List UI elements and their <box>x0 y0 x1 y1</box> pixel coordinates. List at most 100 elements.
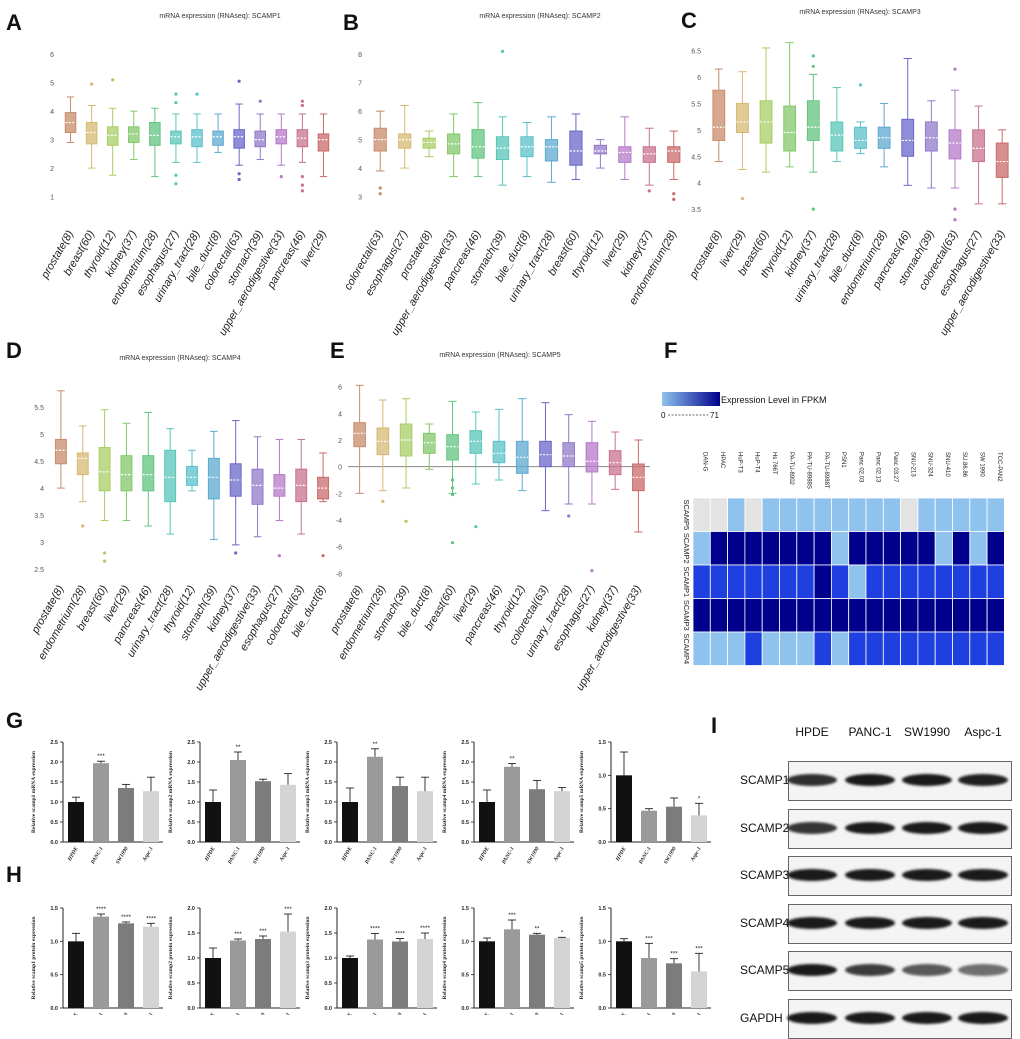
y-tick-label: 5 <box>697 128 701 135</box>
significance-label: * <box>561 929 564 936</box>
y-tick-label: 4 <box>358 166 362 173</box>
heatmap-cell <box>969 497 988 532</box>
box-5 <box>170 130 182 145</box>
cell-line-label: SNU-410 <box>944 452 950 477</box>
outlier-point <box>174 101 178 105</box>
outlier-point <box>811 64 815 69</box>
outlier-point <box>321 554 325 558</box>
bar-chart-h-5: 0.0 0.5 1.0 1.5 Relative scamp5 protein expr… <box>579 906 711 1015</box>
x-category-label: PANC-1 <box>638 846 653 866</box>
wb-band <box>902 916 952 929</box>
box-1 <box>736 102 749 134</box>
outlier-point <box>258 99 262 103</box>
panel-letter-i: I <box>711 713 717 738</box>
outlier-point <box>450 478 455 482</box>
bar-hpde <box>68 802 84 842</box>
heatmap-cell <box>779 531 798 566</box>
y-tick-label: 0.5 <box>187 981 195 987</box>
y-tick-label: 1.0 <box>461 800 469 806</box>
outlier-point <box>378 192 382 196</box>
bar-panc-1 <box>504 929 520 1008</box>
bar-aspc-1 <box>417 939 433 1008</box>
box-9 <box>251 468 264 505</box>
cell-line-label: Hs 766T <box>771 452 777 475</box>
bar-sw1990 <box>666 963 682 1008</box>
y-tick-label: 1.5 <box>187 780 195 786</box>
y-tick-label: 2.5 <box>324 740 332 746</box>
y-tick-label: 0.0 <box>324 840 332 846</box>
wb-band <box>845 774 895 786</box>
bar-hpde <box>342 802 358 842</box>
bar-hpde <box>616 941 632 1008</box>
wb-band <box>902 1011 952 1024</box>
y-tick-label: 0.5 <box>461 973 469 979</box>
x-category-label: HPDE <box>66 846 80 863</box>
y-tick-label: 4 <box>40 486 44 493</box>
box-12 <box>667 146 681 163</box>
significance-label: **** <box>395 931 406 938</box>
panel-letter-c: C <box>681 8 697 33</box>
x-category-label: Aspc-1 <box>415 846 429 864</box>
heatmap-cell <box>900 631 919 666</box>
y-tick-label: 0.0 <box>598 840 606 846</box>
heatmap-cell <box>831 531 850 566</box>
gene-label: SCAMP2 <box>682 533 691 564</box>
y-tick-label: 0.5 <box>598 973 606 979</box>
box-5 <box>469 430 483 454</box>
bar-chart-g-2: 0.0 0.5 1.0 1.5 2.0 2.5 Relative scamp2 mRNA e… <box>168 740 300 865</box>
x-category-label: HPDE <box>203 1012 217 1015</box>
outlier-point <box>90 82 94 86</box>
color-scale-max-label: 71 <box>710 411 719 420</box>
bar-hpde <box>342 958 358 1008</box>
y-tick-label: 1.5 <box>50 906 58 912</box>
heatmap-cell <box>796 631 815 666</box>
y-tick-label: 2 <box>338 438 342 445</box>
y-axis-label: Relative scamp5 protein expression <box>579 917 585 1000</box>
heatmap-cell <box>882 564 901 599</box>
y-tick-label: 1.0 <box>50 939 58 945</box>
wb-band <box>902 964 952 976</box>
wb-lane-label: SW1990 <box>903 725 951 739</box>
x-category-label: HPDE <box>203 846 217 863</box>
significance-label: *** <box>645 935 653 942</box>
y-axis-label: Relative scamp1 mRNA expression <box>31 751 37 833</box>
bar-panc-1 <box>93 916 109 1008</box>
y-tick-label: 0.5 <box>461 820 469 826</box>
heatmap-cell <box>727 598 746 633</box>
y-tick-label: 2 <box>50 166 54 173</box>
x-category-label: HPDE <box>340 1012 354 1015</box>
outlier-point <box>237 79 241 83</box>
box-4 <box>142 455 155 492</box>
wb-lane-label: Aspc-1 <box>964 725 1002 739</box>
y-tick-label: 2.5 <box>461 740 469 746</box>
boxplot-d: mRNA expression (RNAseq): SCAMP4 2.5 3 3.5 4… <box>29 355 330 693</box>
y-tick-label: 1.0 <box>187 800 195 806</box>
box-9 <box>254 130 266 148</box>
panel-letter-a: A <box>6 10 22 35</box>
y-tick-label: 6.5 <box>691 49 701 56</box>
y-tick-label: 3 <box>50 138 54 145</box>
y-tick-label: 3 <box>358 195 362 202</box>
box-0 <box>353 422 366 448</box>
bar-sw1990 <box>255 939 271 1008</box>
wb-protein-label: SCAMP2 <box>740 820 790 835</box>
wb-band <box>958 1011 1008 1024</box>
heatmap-cell <box>796 598 815 633</box>
x-category-label: prostate(8) <box>687 228 725 281</box>
wb-band <box>845 869 895 881</box>
heatmap-cell <box>744 598 763 633</box>
heatmap-cell <box>917 531 936 566</box>
bar-aspc-1 <box>691 815 707 842</box>
y-tick-label: 1.5 <box>598 906 606 912</box>
x-category-label: Aspc-1 <box>278 1012 292 1015</box>
y-axis-label: Relative scamp1 protein expression <box>31 917 37 1000</box>
outlier-point <box>237 172 241 176</box>
wb-band <box>787 774 837 786</box>
bar-hpde <box>479 941 495 1008</box>
bar-chart-g-3: 0.0 0.5 1.0 1.5 2.0 2.5 Relative scamp3 mRNA e… <box>305 740 437 865</box>
box-6 <box>186 465 198 486</box>
heatmap-cell <box>865 631 884 666</box>
y-tick-label: 2.0 <box>324 906 332 912</box>
heatmap-cell <box>917 564 936 599</box>
heatmap-cell <box>727 631 746 666</box>
